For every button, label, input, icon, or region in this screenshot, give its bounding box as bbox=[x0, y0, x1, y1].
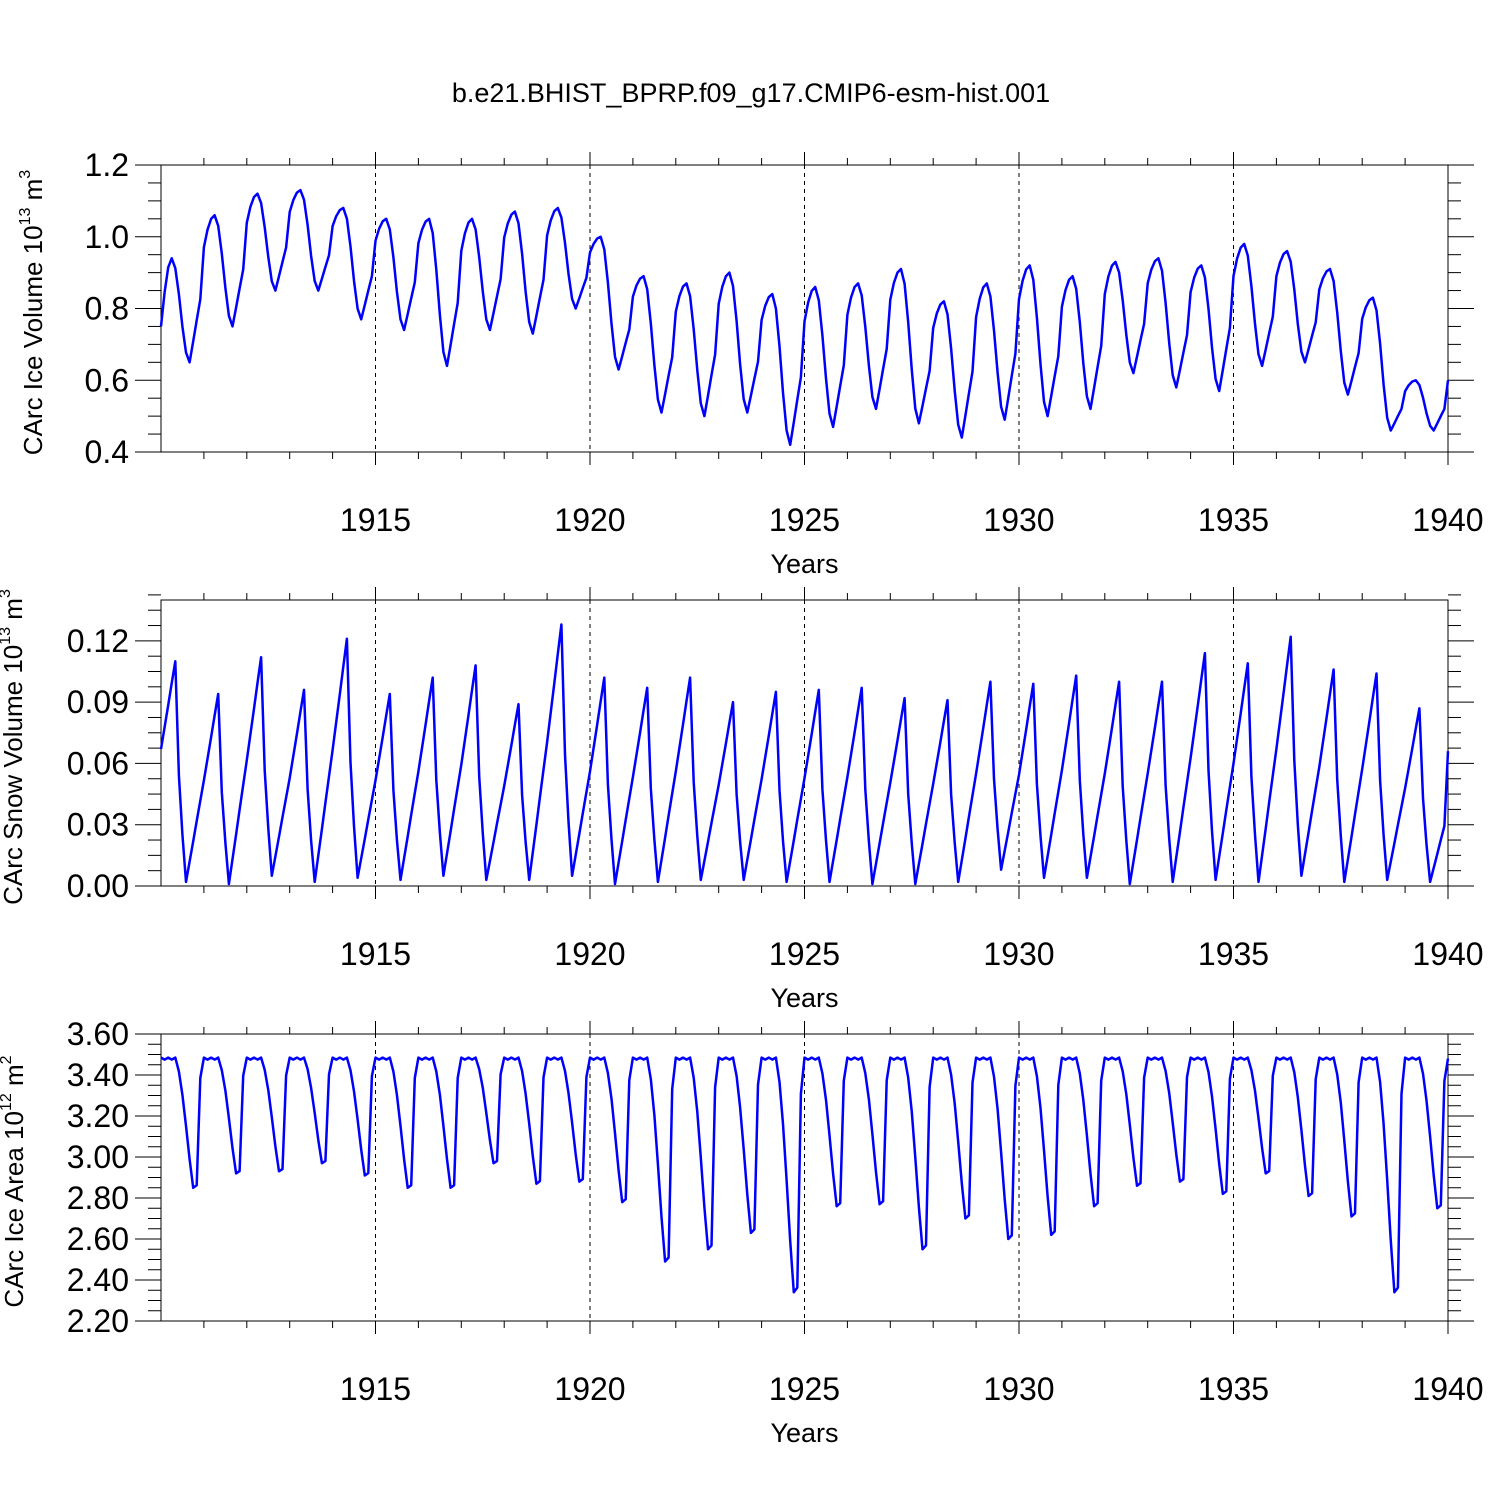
y-tick-label: 0.03 bbox=[67, 807, 129, 843]
x-tick-label: 1940 bbox=[1412, 936, 1483, 972]
y-tick-label: 1.2 bbox=[85, 147, 129, 183]
y-tick-label: 3.20 bbox=[67, 1098, 129, 1134]
x-tick-label: 1920 bbox=[554, 1371, 625, 1407]
x-tick-label: 1915 bbox=[340, 936, 411, 972]
y-tick-label: 0.6 bbox=[85, 362, 129, 398]
y-tick-label: 1.0 bbox=[85, 219, 129, 255]
series-line bbox=[159, 188, 1450, 447]
x-axis-label: Years bbox=[770, 1418, 838, 1448]
figure-title: b.e21.BHIST_BPRP.f09_g17.CMIP6-esm-hist.… bbox=[452, 78, 1050, 108]
plot-frame bbox=[160, 164, 1449, 453]
y-tick-label: 0.06 bbox=[67, 745, 129, 781]
x-tick-label: 1930 bbox=[983, 502, 1054, 538]
series-line bbox=[160, 1056, 1450, 1294]
x-tick-label: 1935 bbox=[1198, 936, 1269, 972]
y-tick-label: 2.60 bbox=[67, 1221, 129, 1257]
y-axis-label: CArc Ice Area 1012 m2 bbox=[0, 1055, 29, 1307]
y-tick-label: 2.80 bbox=[67, 1180, 129, 1216]
x-tick-label: 1940 bbox=[1412, 502, 1483, 538]
x-tick-label: 1925 bbox=[769, 502, 840, 538]
x-tick-label: 1925 bbox=[769, 1371, 840, 1407]
plot-frame bbox=[160, 1033, 1449, 1322]
series-line bbox=[159, 623, 1450, 886]
y-tick-label: 2.20 bbox=[67, 1303, 129, 1339]
y-axis-label: CArc Ice Volume 1013 m3 bbox=[17, 170, 48, 455]
x-tick-label: 1935 bbox=[1198, 502, 1269, 538]
ice-volume-panel: 0.4 0.6 0.8 1.0 1.2 1915 1920 1925 1930 1935 1940 Y… bbox=[17, 147, 1484, 579]
snow-volume-panel: 0.00 0.03 0.06 0.09 0.12 1915 1920 1925 1930 1935… bbox=[0, 587, 1484, 1013]
y-tick-label: 0.12 bbox=[67, 623, 129, 659]
ice-area-panel: 2.20 2.40 2.60 2.80 3.00 3.20 3.40 3.60 1915 1920… bbox=[0, 1016, 1484, 1448]
x-tick-label: 1920 bbox=[554, 502, 625, 538]
y-tick-label: 0.8 bbox=[85, 291, 129, 327]
y-tick-label: 0.09 bbox=[67, 684, 129, 720]
y-tick-label: 2.40 bbox=[67, 1262, 129, 1298]
x-tick-label: 1920 bbox=[554, 936, 625, 972]
y-tick-label: 0.4 bbox=[85, 434, 129, 470]
x-tick-label: 1930 bbox=[983, 1371, 1054, 1407]
x-tick-label: 1915 bbox=[340, 1371, 411, 1407]
y-tick-label: 3.40 bbox=[67, 1057, 129, 1093]
x-tick-label: 1935 bbox=[1198, 1371, 1269, 1407]
x-tick-label: 1925 bbox=[769, 936, 840, 972]
y-axis-label: CArc Snow Volume 1013 m3 bbox=[0, 589, 28, 905]
x-tick-label: 1915 bbox=[340, 502, 411, 538]
x-axis-label: Years bbox=[770, 983, 838, 1013]
x-axis-label: Years bbox=[770, 549, 838, 579]
y-tick-label: 0.00 bbox=[67, 868, 129, 904]
y-tick-label: 3.00 bbox=[67, 1139, 129, 1175]
y-tick-label: 3.60 bbox=[67, 1016, 129, 1052]
x-tick-label: 1930 bbox=[983, 936, 1054, 972]
x-tick-label: 1940 bbox=[1412, 1371, 1483, 1407]
